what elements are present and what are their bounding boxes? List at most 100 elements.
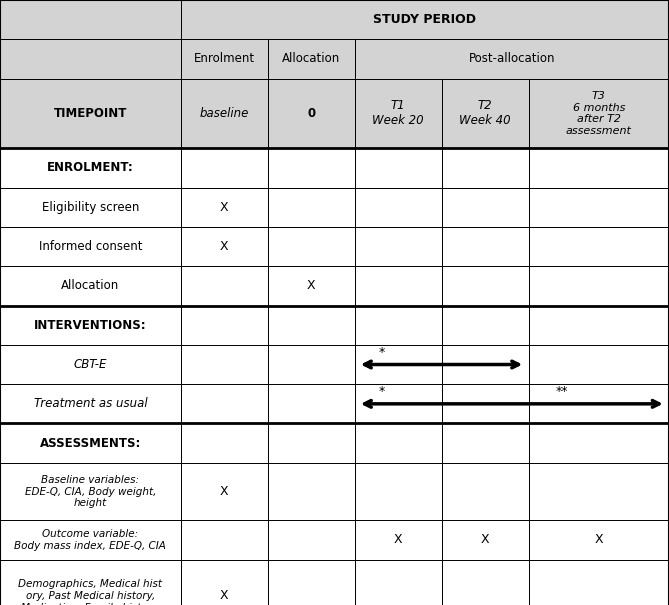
Bar (529, 463, 669, 520)
Bar (442, 306, 529, 345)
Bar (442, 345, 529, 384)
Bar (181, 148, 268, 188)
Bar (268, 148, 355, 188)
Bar (355, 345, 442, 384)
Bar (355, 424, 442, 463)
Bar (268, 520, 355, 560)
Bar (268, 39, 355, 79)
Bar (181, 345, 268, 384)
Bar (181, 560, 268, 605)
Bar (442, 424, 529, 463)
Bar (355, 384, 442, 424)
Bar (268, 227, 355, 266)
Bar (529, 266, 669, 306)
Text: 0: 0 (307, 107, 315, 120)
Bar (529, 79, 669, 148)
Bar (355, 266, 442, 306)
Bar (442, 520, 529, 560)
Text: ENROLMENT:: ENROLMENT: (47, 162, 134, 174)
Bar (0, 79, 181, 148)
Bar (181, 227, 268, 266)
Bar (355, 520, 442, 560)
Text: CBT-E: CBT-E (74, 358, 107, 371)
Bar (529, 424, 669, 463)
Text: INTERVENTIONS:: INTERVENTIONS: (34, 319, 147, 332)
Bar (268, 266, 355, 306)
Bar (0, 39, 181, 79)
Bar (442, 148, 529, 188)
Bar (268, 79, 355, 148)
Bar (0, 306, 181, 345)
Text: Enrolment: Enrolment (193, 53, 255, 65)
Text: Outcome variable:
Body mass index, EDE-Q, CIA: Outcome variable: Body mass index, EDE-Q… (14, 529, 167, 551)
Text: T1
Week 20: T1 Week 20 (372, 99, 424, 128)
Bar (442, 266, 529, 306)
Bar (181, 266, 268, 306)
Bar (442, 560, 529, 605)
Text: T2
Week 40: T2 Week 40 (459, 99, 511, 128)
Bar (0, 266, 181, 306)
Bar (0, 345, 181, 384)
Bar (442, 384, 529, 424)
Bar (529, 560, 669, 605)
Bar (355, 39, 669, 79)
Bar (355, 306, 442, 345)
Text: Post-allocation: Post-allocation (468, 53, 555, 65)
Text: X: X (307, 280, 315, 292)
Text: X: X (220, 240, 228, 253)
Bar (529, 148, 669, 188)
Bar (0, 188, 181, 227)
Bar (181, 384, 268, 424)
Bar (181, 79, 268, 148)
Bar (268, 463, 355, 520)
Bar (268, 188, 355, 227)
Bar (355, 148, 442, 188)
Bar (355, 463, 442, 520)
Text: TIMEPOINT: TIMEPOINT (54, 107, 127, 120)
Text: **: ** (556, 385, 568, 398)
Bar (355, 188, 442, 227)
Bar (355, 227, 442, 266)
Bar (529, 384, 669, 424)
Bar (181, 424, 268, 463)
Text: Demographics, Medical hist
ory, Past Medical history,
Medication, Family history: Demographics, Medical hist ory, Past Med… (18, 580, 163, 605)
Text: Eligibility screen: Eligibility screen (41, 201, 139, 214)
Bar (529, 227, 669, 266)
Bar (0, 424, 181, 463)
Bar (181, 0, 669, 39)
Text: X: X (220, 485, 228, 498)
Bar (0, 227, 181, 266)
Text: Informed consent: Informed consent (39, 240, 142, 253)
Bar (268, 345, 355, 384)
Text: X: X (481, 534, 489, 546)
Text: Allocation: Allocation (282, 53, 341, 65)
Bar (442, 227, 529, 266)
Bar (0, 560, 181, 605)
Bar (181, 188, 268, 227)
Bar (529, 306, 669, 345)
Bar (0, 0, 181, 39)
Text: T3
6 months
after T2
assessment: T3 6 months after T2 assessment (566, 91, 632, 136)
Bar (0, 148, 181, 188)
Text: *: * (378, 345, 385, 359)
Bar (355, 79, 442, 148)
Bar (529, 188, 669, 227)
Text: X: X (220, 589, 228, 603)
Text: Treatment as usual: Treatment as usual (33, 397, 147, 410)
Text: STUDY PERIOD: STUDY PERIOD (373, 13, 476, 26)
Text: *: * (378, 385, 385, 398)
Text: Baseline variables:
EDE-Q, CIA, Body weight,
height: Baseline variables: EDE-Q, CIA, Body wei… (25, 475, 156, 508)
Bar (0, 384, 181, 424)
Bar (268, 424, 355, 463)
Bar (442, 79, 529, 148)
Bar (529, 345, 669, 384)
Bar (268, 560, 355, 605)
Text: ASSESSMENTS:: ASSESSMENTS: (39, 437, 141, 450)
Bar (181, 306, 268, 345)
Bar (181, 520, 268, 560)
Text: X: X (220, 201, 228, 214)
Bar (0, 463, 181, 520)
Bar (442, 463, 529, 520)
Bar (268, 384, 355, 424)
Bar (442, 188, 529, 227)
